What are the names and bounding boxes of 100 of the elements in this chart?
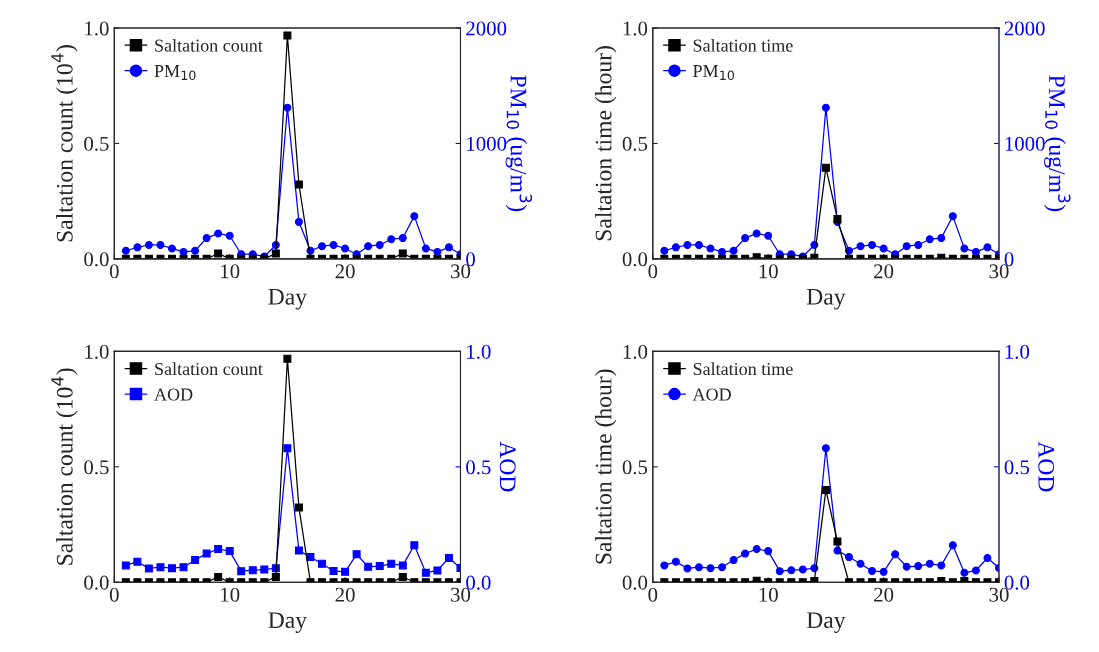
x-axis-title: Day	[806, 289, 846, 310]
point	[294, 180, 303, 189]
point	[214, 572, 223, 581]
point	[856, 559, 865, 568]
point	[694, 241, 703, 249]
point	[741, 549, 750, 558]
point	[671, 557, 680, 566]
x-tick-label: 10	[221, 264, 240, 279]
legend-label: Saltation time	[693, 38, 793, 52]
point	[202, 549, 211, 558]
point	[329, 566, 338, 575]
y-tick-label: 0.0	[84, 575, 109, 590]
point	[271, 572, 280, 581]
point	[683, 241, 692, 249]
point	[960, 568, 969, 577]
point	[364, 562, 373, 571]
point	[202, 234, 211, 243]
point	[706, 244, 715, 253]
point	[318, 242, 326, 251]
legend-label: Saltation count	[155, 362, 263, 376]
point	[318, 559, 326, 568]
y-axis-title: Saltation time (hour)	[594, 369, 617, 564]
point	[237, 567, 246, 576]
point	[121, 561, 130, 570]
y-tick-label: 1.0	[85, 344, 109, 359]
y-tick-label: 1.0	[85, 21, 109, 36]
point	[387, 559, 396, 568]
point	[421, 568, 430, 577]
x-tick-label: 0	[109, 264, 119, 279]
point	[133, 557, 142, 566]
point	[948, 212, 957, 221]
point	[156, 241, 165, 249]
y-tick-label: 1.0	[623, 344, 648, 359]
point	[191, 556, 200, 565]
point	[179, 563, 188, 572]
point	[294, 546, 303, 555]
y-tick-label: 0.5	[622, 460, 648, 475]
point	[398, 561, 407, 570]
y2-tick-label: 1000	[1005, 136, 1045, 151]
y-tick-label: 0.0	[622, 575, 648, 590]
legend-label: Saltation time	[693, 362, 793, 376]
point	[925, 235, 934, 244]
y2-tick-label: 0.5	[1004, 460, 1030, 475]
point	[660, 561, 669, 570]
point	[294, 503, 303, 512]
point	[410, 541, 419, 550]
legend-label: AOD	[154, 388, 193, 401]
point	[729, 556, 738, 565]
point	[387, 235, 396, 244]
point	[741, 234, 750, 243]
x-tick-label: 20	[874, 587, 894, 602]
point	[775, 567, 784, 576]
point	[283, 103, 292, 112]
point	[341, 244, 350, 253]
point	[683, 564, 692, 573]
point	[133, 243, 142, 252]
point	[718, 563, 727, 572]
y2-tick-label: 1.0	[467, 344, 491, 359]
point	[971, 566, 980, 575]
point	[833, 537, 842, 546]
x-tick-label: 20	[335, 264, 355, 279]
x-tick-label: 0	[648, 587, 658, 602]
point	[421, 244, 430, 253]
point	[821, 444, 830, 453]
point	[764, 231, 773, 240]
point	[214, 545, 223, 553]
point	[156, 563, 165, 572]
point	[660, 246, 669, 255]
point	[398, 572, 407, 581]
y2-axis-title: AOD	[499, 441, 516, 492]
x-tick-label: 0	[109, 587, 119, 602]
point	[444, 554, 453, 562]
x-axis-title: Day	[806, 612, 846, 633]
point	[879, 567, 888, 576]
point	[798, 565, 807, 574]
point	[821, 485, 830, 494]
point	[283, 354, 292, 363]
x-tick-label: 10	[221, 587, 240, 602]
point	[787, 566, 796, 575]
y-tick-label: 0.5	[622, 136, 648, 151]
point	[283, 444, 292, 453]
point	[168, 564, 176, 573]
point	[144, 564, 153, 573]
point	[983, 554, 992, 562]
point	[856, 242, 865, 251]
y2-tick-label: 0.5	[466, 460, 491, 475]
point	[341, 567, 350, 576]
point	[375, 241, 384, 249]
y-axis-title: Saltation time (hour)	[594, 46, 617, 241]
point	[914, 562, 923, 571]
point	[375, 562, 384, 571]
point	[168, 244, 176, 253]
y2-tick-label: 2000	[466, 21, 507, 36]
y-axis-title: Saltation count (10$^{4}$)	[51, 45, 78, 242]
point	[214, 229, 223, 238]
point	[925, 559, 934, 568]
point	[225, 231, 234, 240]
point	[914, 241, 923, 249]
point	[752, 576, 761, 583]
y-tick-label: 0.5	[84, 460, 109, 475]
